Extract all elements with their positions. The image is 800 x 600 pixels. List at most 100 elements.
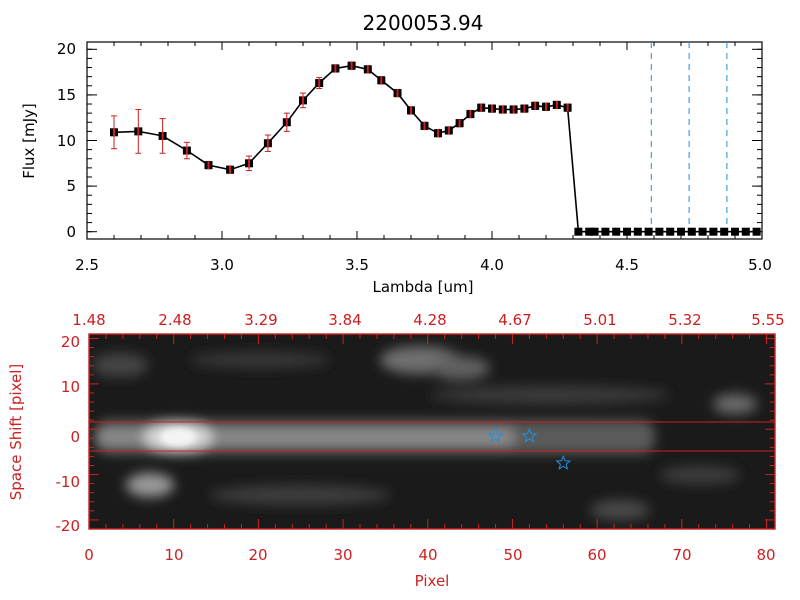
image-y-axis-label: Space Shift [pixel] [7, 364, 25, 501]
x-tick-label: 50 [503, 546, 522, 564]
data-point-center [285, 118, 288, 127]
y-tick-label: 5 [66, 177, 76, 195]
data-point-center [512, 105, 515, 114]
data-point-center [458, 119, 461, 128]
x-tick-label: 4.5 [615, 256, 639, 274]
data-point [644, 227, 653, 236]
x-tick-label: 0 [84, 546, 94, 564]
data-point [720, 227, 729, 236]
image-ticks [88, 334, 775, 529]
image-x-axis-label: Pixel [415, 572, 450, 590]
data-point-center [396, 89, 399, 98]
data-point [666, 227, 675, 236]
data-point-center [555, 100, 558, 109]
star-marker [555, 454, 572, 471]
data-point-center [410, 106, 412, 115]
data-point-center [534, 101, 537, 110]
spectrum-x-axis-label: Lambda [um] [373, 278, 474, 296]
y-tick-label: 10 [57, 132, 76, 150]
top-tick-label: 3.84 [328, 311, 361, 329]
data-point-center [113, 128, 115, 137]
image-frame [88, 333, 776, 530]
y-tick-label: -20 [56, 517, 81, 535]
data-point-center [137, 127, 140, 136]
data-point-center [302, 96, 304, 105]
spectrum-ticks [86, 42, 763, 239]
y-tick-label: 0 [66, 223, 76, 241]
data-point [590, 227, 599, 236]
y-tick-label: 20 [57, 40, 76, 58]
spectral-image [89, 334, 775, 529]
data-point-center [248, 159, 250, 168]
top-tick-label: 4.28 [413, 311, 446, 329]
y-tick-label: 15 [57, 86, 76, 104]
spectrum-y-tick-labels: 0 5 10 15 20 [57, 40, 76, 241]
data-point [601, 227, 610, 236]
x-tick-label: 10 [164, 546, 183, 564]
image-top-tick-labels: 1.48 2.48 3.29 3.84 4.28 4.67 5.01 5.32 … [72, 311, 784, 329]
x-tick-label: 40 [418, 546, 437, 564]
image-x-tick-labels: 0 10 20 30 40 50 60 70 80 [84, 546, 775, 564]
data-point [585, 227, 594, 236]
spectrum-y-axis-label: Flux [mJy] [20, 103, 38, 179]
data-point-center [380, 76, 383, 85]
data-point-center [447, 126, 450, 135]
data-point [623, 227, 631, 236]
x-tick-label: 3.5 [345, 256, 369, 274]
data-point-center [523, 104, 526, 113]
y-tick-label: 10 [61, 378, 80, 396]
data-point-center [545, 102, 547, 111]
data-point-center [437, 129, 439, 138]
data-point-center [366, 65, 369, 74]
data-point [709, 227, 718, 236]
spectrum-x-tick-labels: 2.5 3.0 3.5 4.0 4.5 5.0 [75, 256, 772, 274]
data-point-center [469, 110, 472, 119]
image-panel: 1.48 2.48 3.29 3.84 4.28 4.67 5.01 5.32 … [7, 311, 785, 590]
data-point-center [491, 104, 493, 113]
spectrum-error-bars [111, 61, 571, 174]
x-tick-label: 30 [333, 546, 352, 564]
data-point [752, 227, 761, 236]
data-point-center [318, 79, 321, 88]
data-point-center [501, 105, 504, 114]
data-point-center [207, 161, 210, 170]
y-tick-label: -10 [56, 473, 81, 491]
spectrum-dashed-lines [594, 42, 762, 239]
x-tick-label: 80 [756, 546, 775, 564]
data-point-center [229, 165, 232, 174]
x-tick-label: 20 [248, 546, 267, 564]
y-tick-label: 20 [61, 333, 80, 351]
data-point [655, 227, 664, 236]
x-tick-label: 70 [672, 546, 691, 564]
top-tick-label: 5.32 [668, 311, 701, 329]
data-point [574, 227, 583, 236]
data-point [633, 227, 642, 236]
top-tick-label: 5.55 [751, 311, 784, 329]
spectrum-panel: 2200053.94 2.5 3.0 3.5 4.0 4.5 5.0 0 5 1… [20, 11, 772, 296]
data-point [612, 227, 621, 236]
top-tick-label: 3.29 [244, 311, 277, 329]
data-point-center [350, 61, 353, 70]
y-tick-label: 0 [70, 428, 80, 446]
spectrum-line [113, 64, 757, 233]
data-point-center [423, 121, 426, 130]
spectrum-title: 2200053.94 [363, 11, 484, 35]
data-point [731, 227, 739, 236]
spectrum-frame [86, 41, 763, 240]
x-tick-label: 4.0 [480, 256, 504, 274]
spectrum-points [110, 61, 761, 236]
data-point-center [566, 103, 569, 112]
top-tick-label: 4.67 [498, 311, 531, 329]
data-point [698, 227, 707, 236]
data-point-center [266, 139, 269, 148]
image-y-tick-labels: 20 10 0 -10 -20 [56, 333, 81, 535]
star-marker [521, 427, 538, 443]
star-marker [487, 427, 504, 443]
x-tick-label: 5.0 [748, 256, 772, 274]
top-tick-label: 5.01 [583, 311, 616, 329]
data-point-center [161, 131, 164, 140]
data-point-center [480, 103, 483, 112]
data-point-center [334, 64, 337, 73]
x-tick-label: 60 [587, 546, 606, 564]
